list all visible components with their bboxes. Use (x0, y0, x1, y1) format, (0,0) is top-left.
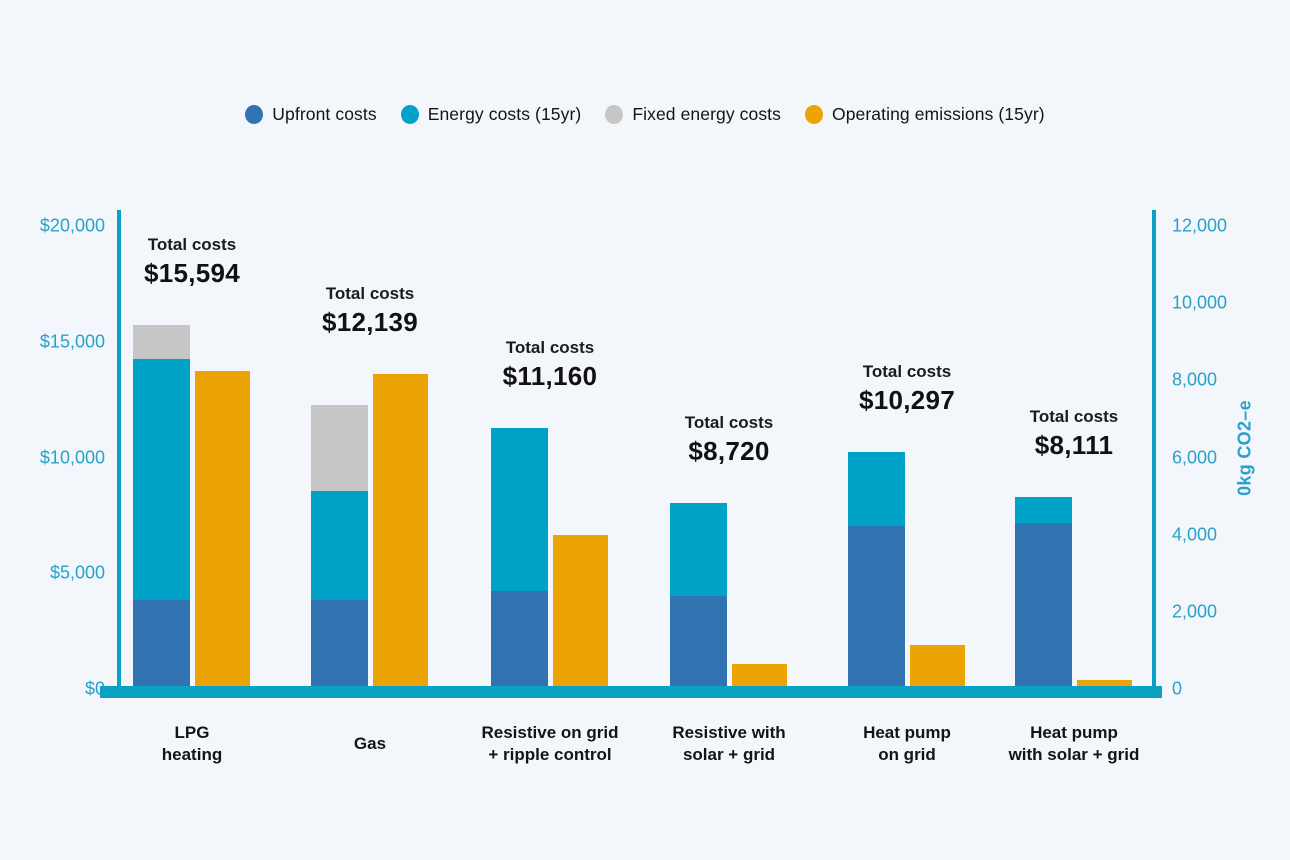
bar-upfront-segment (1015, 522, 1072, 686)
x-axis-label: Gas (353, 733, 387, 753)
bar-energy-segment (848, 452, 905, 527)
bar-upfront-segment (491, 591, 548, 686)
legend-item: Energy costs (15yr) (400, 103, 582, 125)
total-costs-label: Total costs $10,297 (859, 362, 955, 416)
right-axis-tick: 8,000 (1172, 369, 1218, 390)
total-costs-value: $12,139 (321, 307, 419, 338)
right-axis-tick: 6,000 (1172, 447, 1218, 467)
total-costs-value: $8,111 (1034, 430, 1114, 461)
x-axis-label: Heat pump with solar + grid (1008, 722, 1140, 764)
left-axis-tick: $20,000 (39, 215, 105, 236)
legend-label: Fixed energy costs (632, 103, 781, 124)
bar-emissions (910, 645, 965, 686)
total-costs-title: Total costs (862, 362, 952, 382)
legend-item: Fixed energy costs (605, 104, 781, 125)
bar-emissions (195, 370, 250, 686)
total-costs-title: Total costs (1029, 407, 1119, 427)
right-axis-tick: 4,000 (1172, 524, 1218, 545)
legend-label: Operating emissions (15yr) (832, 103, 1045, 124)
bar-upfront-segment (133, 600, 190, 686)
bar-energy-segment (670, 503, 727, 596)
legend-swatch-emissions (805, 104, 823, 124)
bar-energy-segment (311, 491, 368, 600)
right-axis-tick: 2,000 (1172, 601, 1218, 622)
right-axis-tick: 0 (1172, 678, 1183, 699)
legend-swatch-upfront (245, 104, 264, 124)
total-costs-label: Total costs $11,160 (503, 338, 598, 392)
left-axis-line (117, 210, 121, 698)
left-axis-tick: $0 (84, 678, 105, 699)
bar-emissions (1077, 680, 1132, 686)
total-costs-value: $15,594 (143, 258, 241, 289)
total-costs-label: Total costs $8,720 (685, 413, 773, 467)
x-axis-label: Heat pump on grid (863, 722, 951, 764)
x-axis-label: LPG heating (161, 722, 223, 764)
right-axis-title: 0kg CO2–e (1234, 400, 1255, 496)
bar-energy-segment (133, 358, 190, 601)
legend-item: Operating emissions (15yr) (805, 104, 1045, 125)
x-axis-label: Resistive on grid + ripple control (481, 722, 619, 764)
bar-fixed-segment (311, 404, 368, 492)
total-costs-title: Total costs (505, 337, 595, 357)
total-costs-title: Total costs (147, 235, 237, 255)
left-axis-tick: $15,000 (39, 331, 105, 352)
legend-swatch-fixed (605, 104, 624, 124)
bar-emissions (732, 664, 787, 686)
legend-label: Energy costs (15yr) (427, 103, 582, 124)
total-costs-title: Total costs (325, 284, 415, 304)
total-costs-label: Total costs $12,139 (322, 284, 418, 338)
total-costs-value: $10,297 (858, 385, 956, 416)
total-costs-value: $11,160 (502, 360, 598, 391)
legend-swatch-energy (400, 104, 419, 124)
legend-item: Upfront costs (245, 103, 377, 125)
bar-energy-segment (491, 427, 548, 592)
bar-emissions (553, 535, 608, 686)
total-costs-value: $8,720 (688, 436, 770, 467)
left-axis-tick: $10,000 (39, 447, 105, 467)
legend: Upfront costs Energy costs (15yr) Fixed en… (0, 96, 1290, 132)
bar-upfront-segment (670, 595, 727, 686)
bar-emissions (373, 374, 428, 686)
bar-energy-segment (1015, 497, 1072, 523)
left-axis-tick: $5,000 (49, 562, 105, 583)
x-axis-baseline (100, 686, 1162, 698)
bar-fixed-segment (133, 325, 190, 359)
total-costs-title: Total costs (684, 413, 774, 433)
x-axis-label: Resistive with solar + grid (672, 722, 786, 764)
total-costs-label: Total costs $15,594 (144, 235, 240, 289)
right-axis-line (1152, 210, 1156, 698)
bar-upfront-segment (311, 599, 368, 686)
total-costs-label: Total costs $8,111 (1030, 407, 1118, 461)
legend-label: Upfront costs (272, 103, 377, 124)
right-axis-tick: 10,000 (1172, 292, 1228, 313)
bar-upfront-segment (848, 526, 905, 686)
right-axis-tick: 12,000 (1172, 215, 1228, 236)
